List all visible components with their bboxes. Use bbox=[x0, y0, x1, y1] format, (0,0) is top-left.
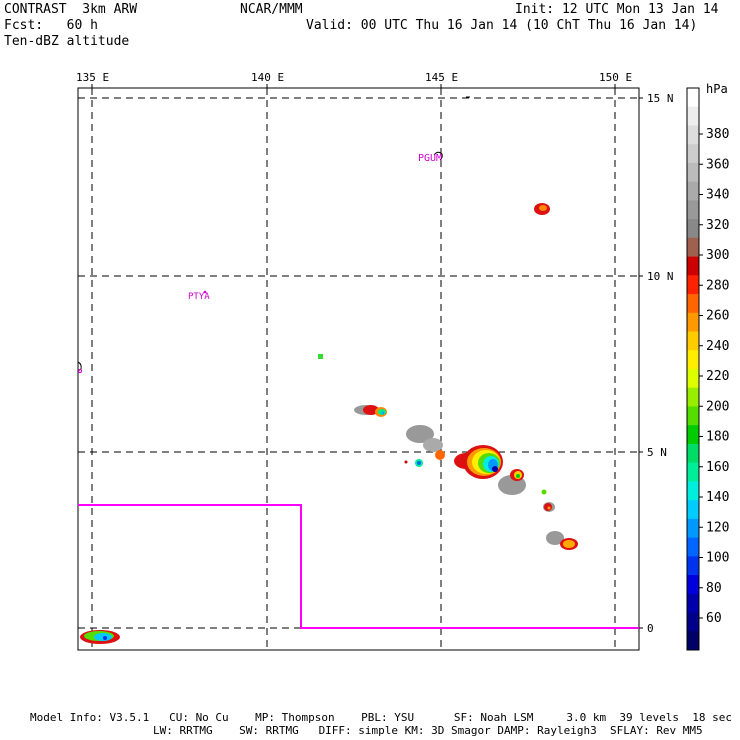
colorbar-label: 180 bbox=[706, 430, 729, 445]
colorbar-label: 320 bbox=[706, 218, 729, 233]
colorbar-cell bbox=[687, 237, 699, 258]
guam-coastline bbox=[433, 151, 443, 161]
lat-label-10n: 10 N bbox=[647, 270, 674, 283]
colorbar-unit: hPa bbox=[706, 82, 728, 96]
valid-time: Valid: 00 UTC Thu 16 Jan 14 (10 ChT Thu … bbox=[306, 18, 698, 33]
station-ptya: PTYA bbox=[188, 292, 210, 302]
colorbar-cell bbox=[687, 125, 699, 145]
colorbar-cell bbox=[687, 350, 699, 370]
colorbar-cell bbox=[687, 425, 699, 445]
colorbar-label: 280 bbox=[706, 278, 729, 293]
colorbar-label: 200 bbox=[706, 399, 729, 414]
station-labels: PGUM PTYA bbox=[188, 153, 442, 302]
colorbar-label: 260 bbox=[706, 309, 729, 324]
lon-label-145e: 145 E bbox=[425, 71, 458, 84]
colorbar-cell bbox=[687, 500, 699, 520]
colorbar-label: 80 bbox=[706, 581, 722, 596]
init-time: Init: 12 UTC Mon 13 Jan 14 bbox=[515, 2, 719, 17]
colorbar-cell bbox=[687, 88, 699, 108]
colorbar-label: 340 bbox=[706, 188, 729, 203]
colorbar-cell bbox=[687, 443, 699, 464]
domain-boundary bbox=[78, 504, 639, 629]
colorbar-cell bbox=[687, 537, 699, 557]
colorbar-cell bbox=[687, 387, 699, 407]
colorbar: hPa 380 360 340 320 300 280 260 240 220 200 180 160… bbox=[686, 82, 729, 651]
colorbar-label: 220 bbox=[706, 369, 729, 384]
echo-cell bbox=[404, 459, 423, 467]
station-marker bbox=[203, 290, 207, 294]
colorbar-label: 60 bbox=[706, 611, 722, 626]
echo-cells bbox=[80, 203, 578, 644]
colorbar-cell bbox=[687, 294, 699, 314]
echo-cell bbox=[454, 445, 526, 495]
echo-cell bbox=[534, 203, 550, 215]
colorbar-label: 160 bbox=[706, 460, 729, 475]
colorbar-cell bbox=[687, 612, 699, 632]
echo-cell bbox=[354, 405, 387, 417]
colorbar-cell bbox=[687, 518, 699, 539]
colorbar-label: 300 bbox=[706, 248, 729, 263]
echo-cell bbox=[546, 531, 578, 550]
colorbar-cell bbox=[687, 631, 699, 651]
lat-label-15n: 15 N bbox=[647, 92, 674, 105]
colorbar-label: 140 bbox=[706, 490, 729, 505]
station-pgum: PGUM bbox=[418, 153, 442, 164]
colorbar-cell bbox=[687, 219, 699, 239]
colorbar-cell bbox=[687, 256, 699, 276]
colorbar-cell bbox=[687, 312, 699, 333]
colorbar-cell bbox=[687, 406, 699, 426]
lat-labels: 15 N 10 N 5 N 0 bbox=[647, 92, 674, 635]
map-frame bbox=[77, 87, 640, 651]
lat-lon-grid bbox=[78, 88, 639, 650]
map-ticks bbox=[91, 84, 643, 629]
colorbar-cell bbox=[687, 200, 699, 220]
organization-label: NCAR/MMM bbox=[240, 2, 303, 17]
colorbar-cell bbox=[687, 106, 699, 126]
colorbar-label: 360 bbox=[706, 157, 729, 172]
model-info-line1: Model Info: V3.5.1 CU: No Cu MP: Thompso… bbox=[30, 711, 732, 724]
colorbar-cell bbox=[687, 331, 699, 351]
colorbar-cell bbox=[687, 556, 699, 576]
palau-coastline bbox=[77, 361, 82, 372]
colorbar-label: 100 bbox=[706, 551, 729, 566]
colorbar-label: 120 bbox=[706, 520, 729, 535]
colorbar-labels: 380 360 340 320 300 280 260 240 220 200 180 160 140 1… bbox=[699, 127, 729, 626]
colorbar-cell bbox=[687, 275, 699, 295]
colorbar-cell bbox=[687, 369, 699, 389]
colorbar-cell bbox=[687, 144, 699, 164]
colorbar-cell bbox=[687, 162, 699, 183]
lat-label-5n: 5 N bbox=[647, 446, 667, 459]
echo-cell bbox=[406, 425, 445, 460]
forecast-hour: Fcst: 60 h bbox=[4, 18, 98, 33]
lat-label-0: 0 bbox=[647, 622, 654, 635]
colorbar-frame bbox=[686, 87, 700, 651]
coastlines bbox=[77, 96, 470, 372]
colorbar-cell bbox=[687, 462, 699, 482]
lon-labels: 135 E 140 E 145 E 150 E bbox=[76, 71, 632, 84]
model-info-line2: LW: RRTMG SW: RRTMG DIFF: simple KM: 3D … bbox=[153, 724, 703, 737]
echo-cell bbox=[318, 354, 323, 359]
colorbar-cell bbox=[687, 575, 699, 595]
colorbar-label: 240 bbox=[706, 339, 729, 354]
colorbar-label: 380 bbox=[706, 127, 729, 142]
lon-label-140e: 140 E bbox=[251, 71, 284, 84]
colorbar-cell bbox=[687, 181, 699, 201]
field-name: Ten-dBZ altitude bbox=[4, 34, 130, 49]
model-title: CONTRAST 3km ARW bbox=[4, 2, 138, 17]
echo-cell bbox=[541, 489, 555, 512]
lon-label-135e: 135 E bbox=[76, 71, 109, 84]
lon-label-150e: 150 E bbox=[599, 71, 632, 84]
echo-cell bbox=[80, 630, 120, 644]
colorbar-cell bbox=[687, 481, 699, 501]
colorbar-cells bbox=[687, 88, 699, 651]
station-marker bbox=[78, 369, 82, 373]
colorbar-cell bbox=[687, 593, 699, 614]
